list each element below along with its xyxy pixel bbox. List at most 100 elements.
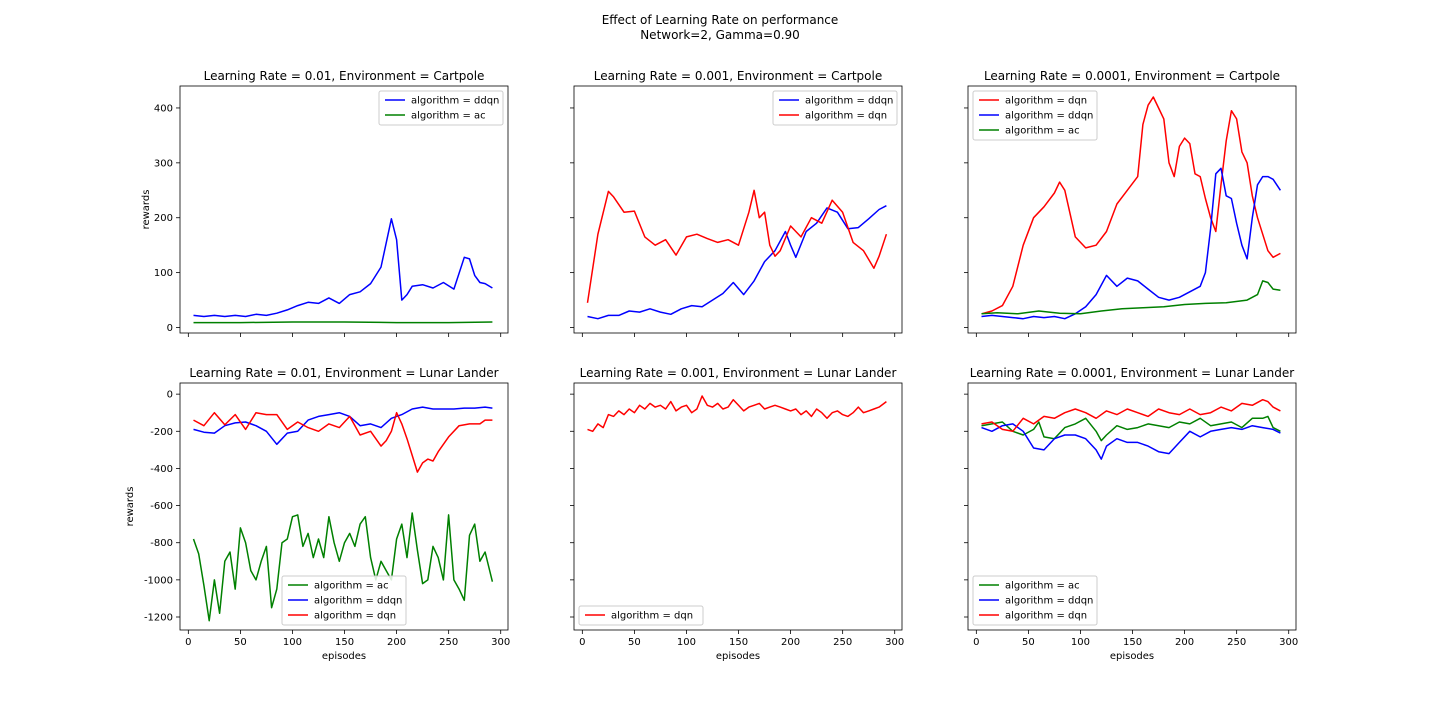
y-tick-label: 300 [154, 158, 173, 169]
y-tick-label: -600 [150, 501, 173, 512]
series-line-ddqn [587, 205, 887, 320]
x-tick-label: 100 [677, 637, 696, 648]
x-tick-label: 50 [1022, 637, 1035, 648]
series-line-ac [981, 280, 1281, 315]
legend-label: algorithm = ddqn [805, 96, 893, 107]
y-tick-label: -200 [150, 427, 173, 438]
legend: algorithm = ddqn algorithm = ac [378, 90, 504, 126]
series-line-dqn [981, 398, 1281, 433]
y-tick-label: -1000 [144, 575, 173, 586]
subplot-title: Learning Rate = 0.001, Environment = Car… [594, 69, 882, 83]
legend-box [281, 575, 407, 626]
x-tick-label: 150 [729, 637, 748, 648]
legend-label: algorithm = ac [1005, 581, 1080, 592]
series-group [587, 395, 887, 433]
series-group [192, 406, 494, 622]
x-tick-label: 50 [234, 637, 247, 648]
x-tick-label: 50 [628, 637, 641, 648]
y-tick-label: 400 [154, 103, 173, 114]
axes-frame [967, 382, 1297, 631]
subplot-1: Learning Rate = 0.01, Environment = Cart… [141, 69, 509, 337]
legend-label: algorithm = ddqn [1005, 111, 1093, 122]
legend-box [578, 605, 704, 626]
legend: algorithm = ac algorithm = ddqn algorithm … [972, 575, 1098, 626]
legend-box [972, 575, 1098, 626]
legend: algorithm = ac algorithm = ddqn algorithm … [281, 575, 407, 626]
x-tick-label: 150 [1123, 637, 1142, 648]
series-line-dqn [981, 96, 1281, 315]
subplot-title: Learning Rate = 0.0001, Environment = Lu… [970, 366, 1294, 380]
subplot-6: Learning Rate = 0.0001, Environment = Lu… [964, 366, 1298, 662]
subplot-5: Learning Rate = 0.001, Environment = Lun… [570, 366, 904, 662]
series-line-dqn [193, 411, 493, 473]
x-tick-label: 100 [1071, 637, 1090, 648]
subplot-4: Learning Rate = 0.01, Environment = Luna… [125, 366, 510, 662]
x-tick-label: 0 [579, 637, 585, 648]
y-tick-label: -400 [150, 464, 173, 475]
axes-frame [179, 382, 509, 631]
y-tick-label: 200 [154, 213, 173, 224]
legend-label: algorithm = ddqn [1005, 596, 1093, 607]
x-tick-label: 250 [833, 637, 852, 648]
subplot-title: Learning Rate = 0.001, Environment = Lun… [580, 366, 897, 380]
x-tick-label: 0 [973, 637, 979, 648]
series-line-ddqn [193, 406, 493, 446]
x-axis-label: episodes [322, 651, 366, 662]
legend: algorithm = dqn algorithm = ddqn algorithm… [972, 90, 1098, 141]
x-tick-label: 250 [1227, 637, 1246, 648]
subplot-title: Learning Rate = 0.0001, Environment = Ca… [984, 69, 1280, 83]
series-group [586, 189, 888, 320]
legend-label: algorithm = ac [411, 111, 486, 122]
x-axis-label: episodes [716, 651, 760, 662]
series-group [193, 218, 493, 324]
x-tick-label: 300 [885, 637, 904, 648]
legend-label: algorithm = dqn [805, 111, 887, 122]
legend-box [972, 90, 1098, 141]
y-tick-label: 0 [167, 323, 173, 334]
series-line-ddqn [193, 218, 493, 318]
x-tick-label: 300 [1279, 637, 1298, 648]
axes-frame [179, 85, 509, 334]
legend-label: algorithm = ddqn [314, 596, 402, 607]
x-tick-label: 200 [387, 637, 406, 648]
y-axis-label: rewards [125, 487, 136, 527]
series-line-ddqn [981, 423, 1281, 460]
y-tick-label: -1200 [144, 613, 173, 624]
legend-label: algorithm = dqn [314, 611, 396, 622]
y-tick-label: 100 [154, 268, 173, 279]
subplot-title: Learning Rate = 0.01, Environment = Luna… [189, 366, 498, 380]
x-tick-label: 250 [439, 637, 458, 648]
series-line-ac [193, 321, 493, 324]
legend-label: algorithm = ddqn [411, 96, 499, 107]
x-axis-label: episodes [1110, 651, 1154, 662]
subplot-title: Learning Rate = 0.01, Environment = Cart… [204, 69, 485, 83]
subplot-2: Learning Rate = 0.001, Environment = Car… [570, 69, 903, 337]
legend-label: algorithm = ac [314, 581, 389, 592]
legend-label: algorithm = dqn [611, 611, 693, 622]
legend-label: algorithm = ac [1005, 126, 1080, 137]
legend-box [378, 90, 504, 126]
x-tick-label: 300 [491, 637, 510, 648]
axes-frame [967, 85, 1297, 334]
figure-title: Effect of Learning Rate on performance [602, 13, 839, 27]
series-line-dqn [586, 189, 888, 303]
series-group [981, 96, 1282, 320]
subplot-3: Learning Rate = 0.0001, Environment = Ca… [964, 69, 1297, 337]
series-line-ac [192, 512, 494, 622]
series-group [981, 398, 1281, 460]
y-axis-label: rewards [141, 190, 152, 230]
figure-subtitle: Network=2, Gamma=0.90 [640, 28, 800, 42]
x-tick-label: 200 [1175, 637, 1194, 648]
series-line-dqn [587, 395, 887, 433]
legend-box [772, 90, 898, 126]
y-tick-label: 0 [167, 390, 173, 401]
legend: algorithm = dqn [578, 605, 704, 626]
series-line-ac [981, 415, 1281, 442]
x-tick-label: 200 [781, 637, 800, 648]
x-tick-label: 150 [335, 637, 354, 648]
y-tick-label: -800 [150, 538, 173, 549]
axes-frame [573, 382, 903, 631]
legend: algorithm = ddqn algorithm = dqn [772, 90, 898, 126]
legend-label: algorithm = dqn [1005, 96, 1087, 107]
